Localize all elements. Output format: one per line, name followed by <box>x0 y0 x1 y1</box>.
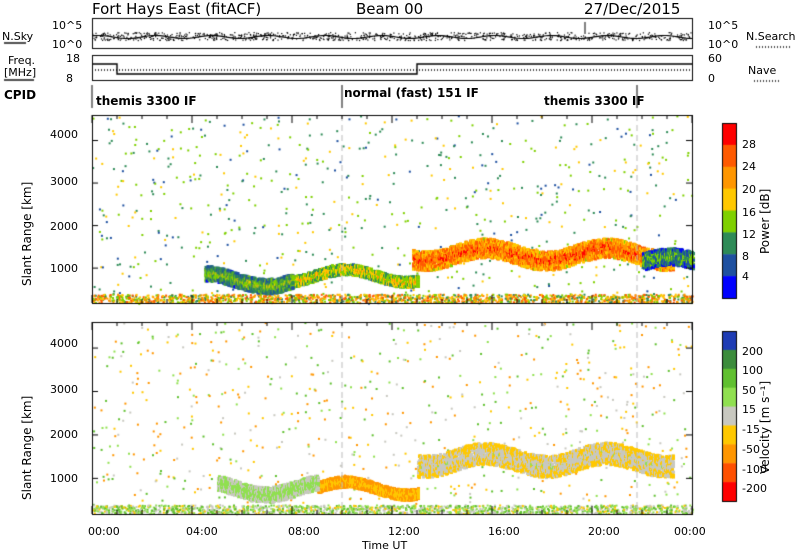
beam-label: Beam 00 <box>356 0 423 18</box>
xtick-2000: 20:00 <box>588 525 620 538</box>
velocity-ytick-1000: 1000 <box>50 472 78 485</box>
power-colorbar-label: Power [dB] <box>758 189 772 254</box>
nsearch-bottom-tick: 10^0 <box>708 38 738 51</box>
xlabel: Time UT <box>362 539 407 552</box>
nave-bottom-tick: 0 <box>708 72 715 85</box>
xtick-1600: 16:00 <box>488 525 520 538</box>
velocity-cb-tick-50: 50 <box>742 384 756 397</box>
velocity-colorbar-label: Velocity [m s⁻¹] <box>758 381 772 474</box>
cpid-label: CPID <box>4 88 36 102</box>
nsearch-top-tick: 10^5 <box>708 19 738 32</box>
power-cb-tick-28: 28 <box>742 138 756 151</box>
xtick-0400: 04:00 <box>186 525 218 538</box>
nsky-top-tick: 10^5 <box>52 19 82 32</box>
power-ytick-4000: 4000 <box>50 128 78 141</box>
freq-unit-label: [MHz] <box>4 66 36 79</box>
velocity-ytick-4000: 4000 <box>50 337 78 350</box>
velocity-ytick-3000: 3000 <box>50 383 78 396</box>
xtick-1200: 12:00 <box>388 525 420 538</box>
cpid-segment-2: normal (fast) 151 IF <box>344 86 479 100</box>
velocity-cb-tick-200: 200 <box>742 345 763 358</box>
power-ytick-2000: 2000 <box>50 220 78 233</box>
velocity-ytick-2000: 2000 <box>50 428 78 441</box>
power-cb-tick-12: 12 <box>742 228 756 241</box>
cpid-segment-1: themis 3300 IF <box>96 94 197 108</box>
velocity-cb-tick-15: 15 <box>742 403 756 416</box>
date-label: 27/Dec/2015 <box>584 0 680 18</box>
power-cb-tick-24: 24 <box>742 160 756 173</box>
xtick-0000: 00:00 <box>88 525 120 538</box>
xtick-0800: 08:00 <box>288 525 320 538</box>
power-cb-tick-20: 20 <box>742 183 756 196</box>
power-ytick-1000: 1000 <box>50 262 78 275</box>
nsearch-label: N.Search <box>746 30 796 43</box>
velocity-ylabel: Slant Range [km] <box>20 396 34 500</box>
radar-title: Fort Hays East (fitACF) <box>92 0 261 18</box>
velocity-cb-tick-m200: -200 <box>742 482 767 495</box>
freq-bottom-tick: 8 <box>66 72 73 85</box>
nsky-label: N.Sky <box>2 30 33 43</box>
power-cb-tick-4: 4 <box>742 270 749 283</box>
power-ylabel: Slant Range [km] <box>20 182 34 286</box>
freq-top-tick: 18 <box>66 52 80 65</box>
power-cb-tick-16: 16 <box>742 206 756 219</box>
cpid-segment-3: themis 3300 IF <box>544 94 645 108</box>
power-ytick-3000: 3000 <box>50 175 78 188</box>
nave-top-tick: 60 <box>708 52 722 65</box>
velocity-cb-tick-100: 100 <box>742 364 763 377</box>
nave-label: Nave <box>748 64 776 77</box>
power-cb-tick-8: 8 <box>742 250 749 263</box>
xtick-2400: 00:00 <box>674 525 706 538</box>
nsky-bottom-tick: 10^0 <box>52 38 82 51</box>
